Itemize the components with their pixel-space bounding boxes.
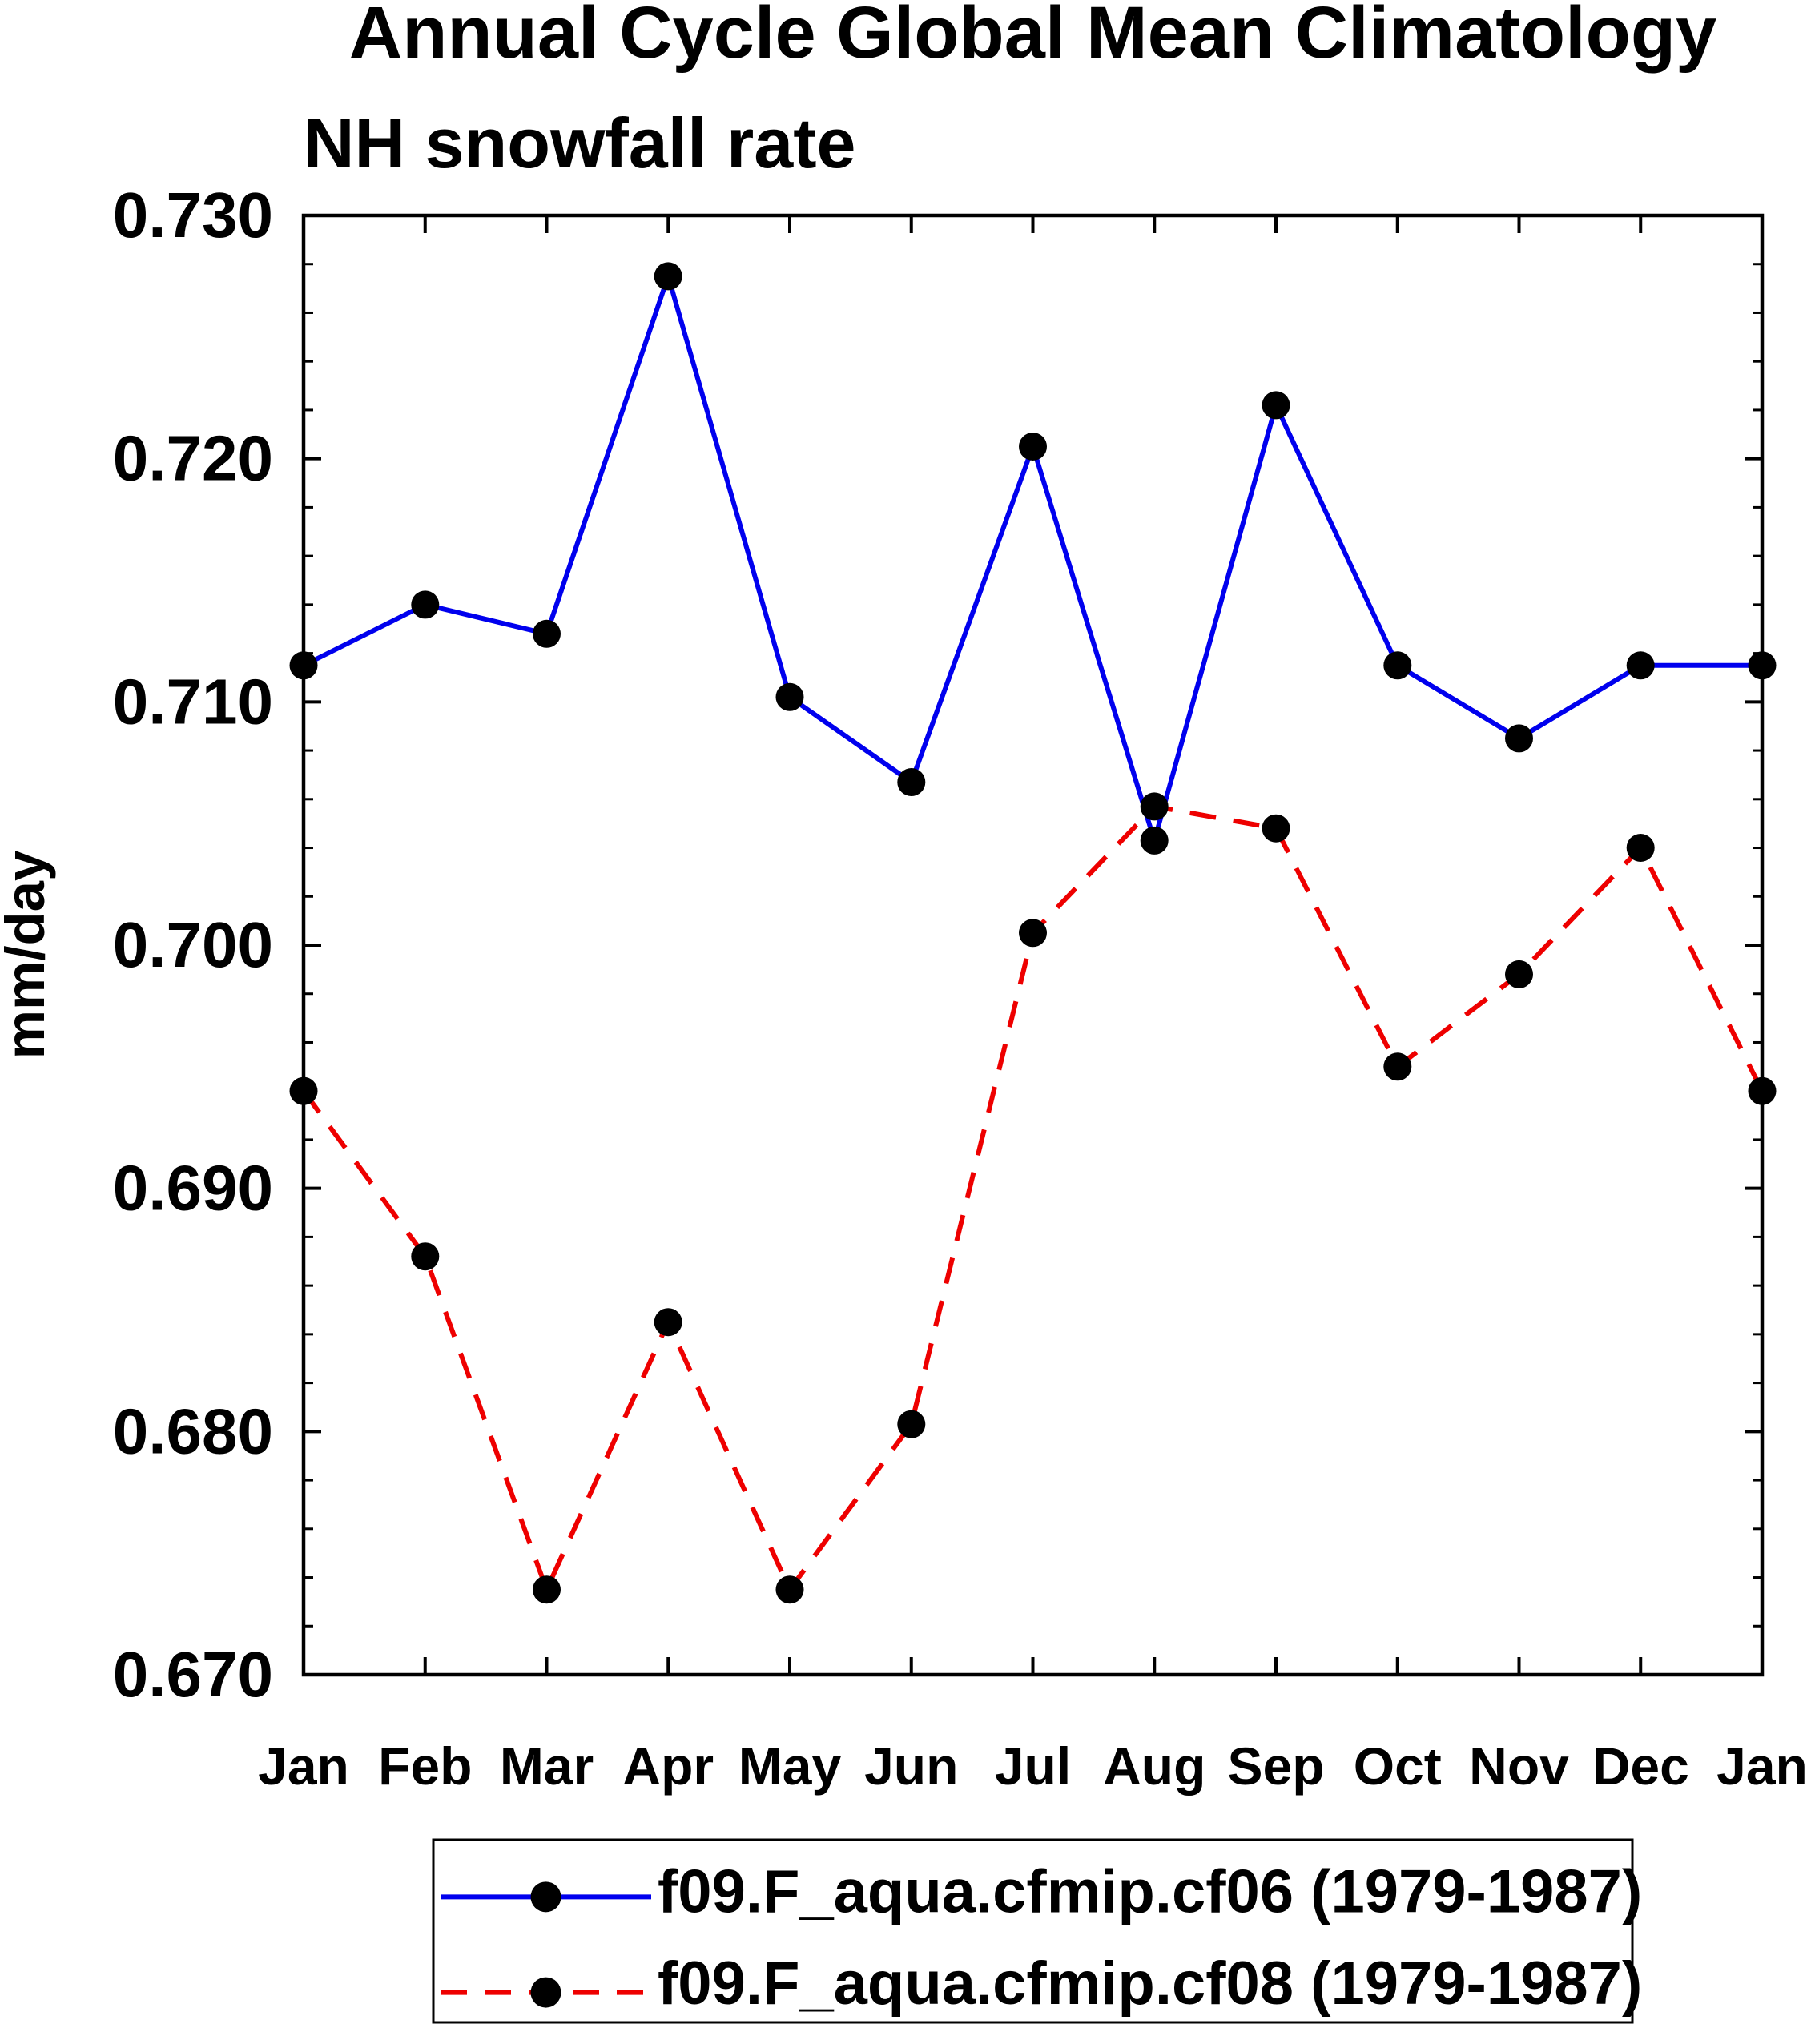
svg-text:Annual Cycle Global Mean Clima: Annual Cycle Global Mean Climatology xyxy=(349,0,1716,74)
svg-text:Dec: Dec xyxy=(1592,1736,1689,1796)
svg-text:NH snowfall rate: NH snowfall rate xyxy=(304,103,855,183)
svg-text:Jun: Jun xyxy=(864,1736,958,1796)
svg-text:May: May xyxy=(738,1736,842,1796)
svg-text:0.700: 0.700 xyxy=(113,909,273,980)
svg-text:f09.F_aqua.cfmip.cf08 (1979-19: f09.F_aqua.cfmip.cf08 (1979-1987) xyxy=(658,1949,1642,2018)
svg-text:0.720: 0.720 xyxy=(113,423,273,494)
svg-text:Jul: Jul xyxy=(995,1736,1071,1796)
svg-text:Jan: Jan xyxy=(258,1736,349,1796)
svg-text:Apr: Apr xyxy=(622,1736,714,1796)
svg-text:0.670: 0.670 xyxy=(113,1639,273,1710)
svg-text:Aug: Aug xyxy=(1103,1736,1205,1796)
svg-text:f09.F_aqua.cfmip.cf06 (1979-19: f09.F_aqua.cfmip.cf06 (1979-1987) xyxy=(658,1858,1642,1926)
svg-text:Jan: Jan xyxy=(1716,1736,1807,1796)
svg-text:Feb: Feb xyxy=(378,1736,472,1796)
svg-text:0.690: 0.690 xyxy=(113,1153,273,1224)
svg-text:Oct: Oct xyxy=(1354,1736,1442,1796)
svg-text:Sep: Sep xyxy=(1227,1736,1324,1796)
svg-text:0.710: 0.710 xyxy=(113,666,273,737)
svg-text:0.730: 0.730 xyxy=(113,179,273,251)
svg-text:Mar: Mar xyxy=(500,1736,594,1796)
svg-text:Nov: Nov xyxy=(1469,1736,1569,1796)
svg-text:0.680: 0.680 xyxy=(113,1395,273,1467)
svg-text:mm/day: mm/day xyxy=(0,851,56,1060)
